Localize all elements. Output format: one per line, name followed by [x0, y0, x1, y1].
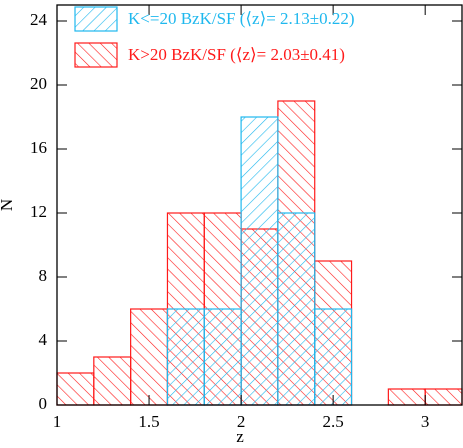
legend-label: K>20 BzK/SF (⟨z⟩= 2.03±0.41)	[128, 45, 345, 64]
bar	[56, 372, 95, 406]
x-tick-label: 1.5	[138, 412, 159, 431]
bar	[424, 388, 463, 406]
bar	[314, 308, 353, 406]
y-tick-label: 16	[30, 138, 47, 157]
bar	[277, 212, 316, 406]
y-axis-label: N	[0, 199, 16, 211]
x-tick-label: 3	[421, 412, 430, 431]
plot-frame	[56, 4, 463, 406]
legend-label: K<=20 BzK/SF (⟨z⟩= 2.13±0.22)	[128, 9, 355, 28]
legend-swatch	[74, 6, 118, 32]
x-tick-label: 2.5	[323, 412, 344, 431]
bar	[166, 308, 205, 406]
legend-swatch	[74, 42, 118, 68]
bar	[203, 308, 242, 406]
y-tick-label: 8	[39, 266, 48, 285]
y-tick-label: 4	[39, 330, 48, 349]
y-tick-label: 20	[30, 74, 47, 93]
bar	[387, 388, 426, 406]
x-axis-label: z	[236, 427, 244, 446]
bar	[240, 116, 279, 406]
bar	[93, 356, 132, 406]
bar	[130, 308, 169, 406]
y-tick-label: 24	[30, 10, 48, 29]
y-tick-label: 12	[30, 202, 47, 221]
y-tick-label: 0	[39, 394, 48, 413]
x-tick-label: 1	[53, 412, 62, 431]
x-tick-label: 2	[237, 412, 246, 431]
